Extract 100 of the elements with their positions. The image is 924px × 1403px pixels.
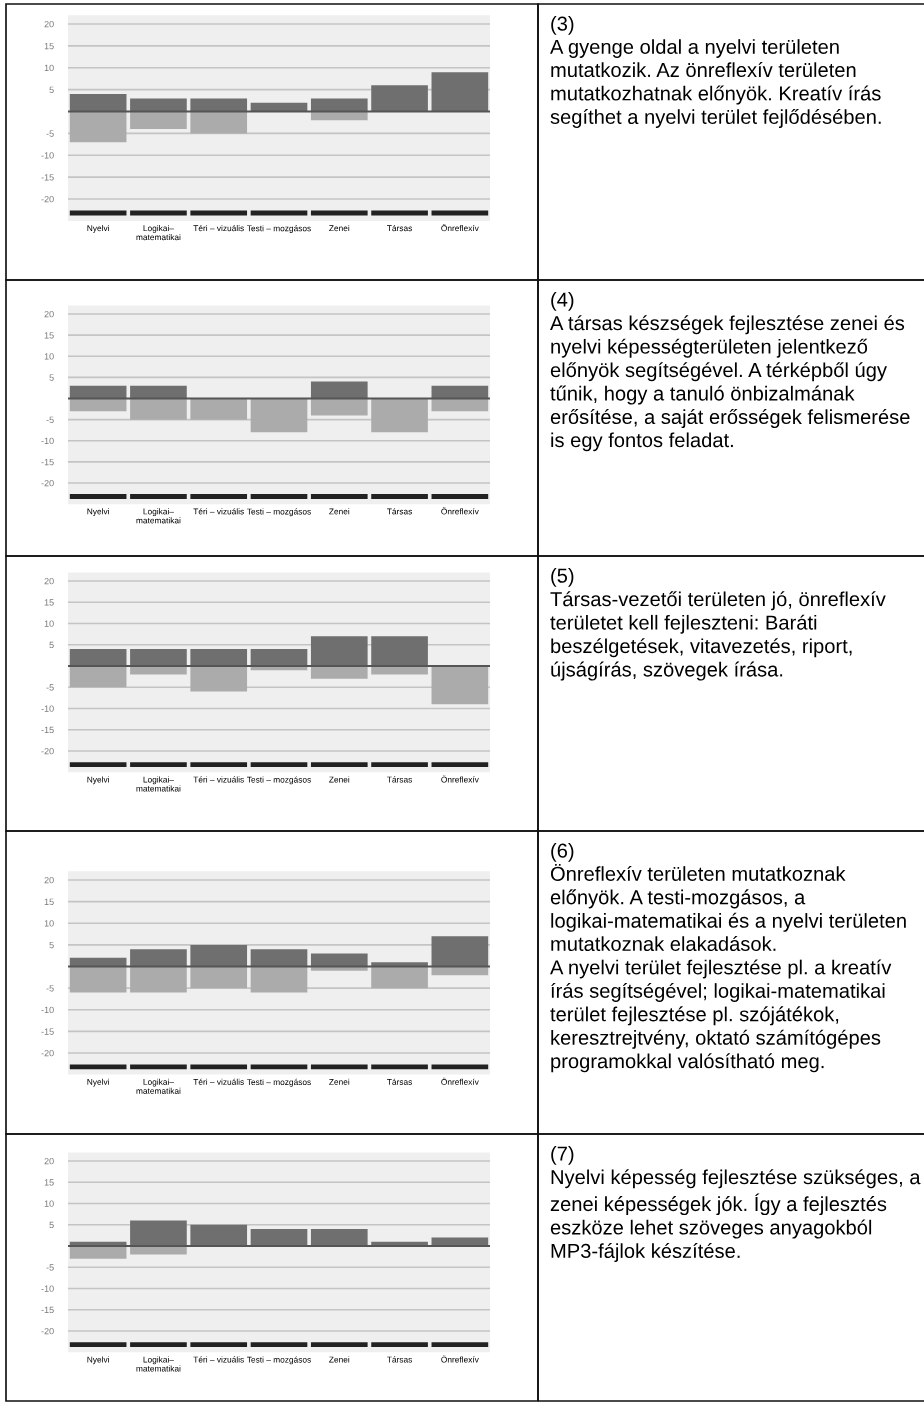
bar [190, 966, 248, 989]
y-tick-label: -5 [46, 985, 54, 992]
x-tick-label: Nyelvi [87, 776, 109, 785]
x-tick-label: Testi – mozgásos [247, 776, 311, 785]
bar [250, 966, 308, 993]
bar [250, 649, 308, 666]
text: A társas készségek fejlesztése zenei és nyelvi képességterületen jelentkező előnyök segítségével. A térképből úgy tűnik, hogy a tanuló önbizalmának erősítése, a saját erősségek felismerése is egy fontos feladat. [550, 315, 910, 452]
x-tick-label: Zenei [329, 225, 350, 232]
bar [190, 666, 248, 692]
y-tick-label: 15 [44, 1179, 54, 1186]
y-tick-label: -5 [46, 130, 54, 137]
text: (5) [551, 568, 574, 587]
x-tick-label: Társas [387, 1356, 413, 1363]
bar [250, 1229, 308, 1246]
y-tick-label: -20 [41, 1049, 54, 1057]
bar [69, 649, 127, 666]
bar [190, 1224, 248, 1246]
text: (4) [551, 292, 574, 311]
text: Önreflexív területen mutatkoznak előnyök. A testi-mozgásos, a logikai-matematikai és a nyelvi területen mutatkoznak elakadások. [550, 863, 906, 952]
bar [69, 1246, 127, 1259]
bar [69, 966, 127, 993]
y-tick-label: -10 [41, 1285, 54, 1292]
y-tick-label: 10 [44, 353, 54, 360]
bar [371, 85, 428, 112]
bar [371, 966, 428, 989]
y-tick-label: 5 [49, 1221, 54, 1229]
text: (6) [551, 843, 574, 862]
bar [69, 666, 127, 688]
text: A nyelvi terület fejlesztése pl. a kreatív írás segítségével; logikai-matematikai terület fejlesztése pl. szójátékok, keresztrejtvény, oktató számítógépes programokkal valósítható meg. [550, 959, 892, 1073]
y-tick-label: 20 [44, 1157, 54, 1165]
x-tick-label: Társas [387, 1078, 413, 1085]
x-tick-label: Önreflexív [441, 507, 479, 515]
y-tick-label: -5 [46, 684, 54, 691]
bar [130, 1220, 187, 1246]
x-tick-label: Téri – vizuális [193, 1078, 244, 1085]
y-tick-label: 15 [44, 898, 54, 905]
bar [250, 398, 308, 433]
x-tick-label: Társas [387, 508, 413, 515]
x-tick-label: Nyelvi [87, 1356, 109, 1365]
text: Nyelvi képesség fejlesztése szükséges, a zenei képességek jók. Így a fejlesztés eszköze lehet szöveges anyagokból MP3-fájlok készítése. [550, 1169, 921, 1263]
x-tick-label: Téri – vizuális [193, 776, 244, 783]
x-tick-label: Nyelvi [87, 225, 109, 233]
y-tick-label: 10 [44, 620, 54, 627]
bar [190, 649, 248, 666]
x-tick-label: Zenei [329, 508, 350, 515]
bar [371, 398, 428, 433]
y-tick-label: 5 [49, 86, 54, 93]
y-tick-label: -20 [41, 479, 54, 487]
x-tick-label: Logikai– matematikai [136, 1078, 181, 1094]
x-tick-label: Önreflexív [441, 1355, 479, 1363]
y-tick-label: 5 [49, 641, 54, 649]
x-tick-label: Társas [387, 776, 413, 783]
y-tick-label: 10 [44, 64, 54, 72]
bar [190, 398, 248, 420]
x-tick-label: Önreflexív [441, 775, 479, 783]
y-tick-label: -10 [41, 152, 54, 159]
x-tick-label: Társas [387, 224, 413, 232]
y-tick-label: 15 [44, 599, 54, 606]
y-tick-label: -20 [41, 1327, 54, 1335]
y-tick-label: 20 [44, 577, 54, 585]
x-tick-label: Zenei [329, 776, 350, 783]
x-tick-label: Logikai– matematikai [136, 508, 181, 524]
x-tick-label: Logikai– matematikai [136, 1356, 181, 1372]
bar [310, 1229, 368, 1246]
y-tick-label: -15 [41, 726, 54, 734]
bar [371, 636, 428, 666]
bar [190, 944, 248, 967]
x-tick-label: Logikai– matematikai [136, 776, 181, 792]
y-tick-label: 5 [49, 374, 54, 381]
y-tick-label: -20 [41, 747, 54, 755]
bar [130, 398, 187, 420]
y-tick-label: 5 [49, 941, 54, 949]
bar [431, 666, 489, 705]
y-tick-label: 15 [44, 332, 54, 339]
bar [130, 966, 187, 993]
y-tick-label: 20 [44, 20, 54, 28]
y-tick-label: 20 [44, 876, 54, 884]
y-tick-label: -10 [41, 437, 54, 445]
y-tick-label: 10 [44, 920, 54, 927]
y-tick-label: 20 [44, 310, 54, 318]
y-tick-label: -20 [41, 195, 54, 203]
x-tick-label: Téri – vizuális [193, 508, 244, 515]
bar [431, 936, 489, 967]
text: (3) [551, 16, 574, 35]
y-tick-label: 10 [44, 1200, 54, 1207]
x-tick-label: Zenei [329, 1356, 350, 1363]
bar [310, 666, 368, 679]
text: Társas-vezetői területen jó, önreflexív területet kell fejleszteni: Baráti beszélgetések, vitavezetés, riport, újságírás, szövegek írása. [550, 591, 886, 681]
bar [130, 649, 187, 666]
x-tick-label: Téri – vizuális [193, 224, 244, 232]
text: (7) [551, 1146, 574, 1165]
y-tick-label: -5 [46, 1264, 54, 1271]
y-tick-label: -15 [41, 458, 54, 466]
x-tick-label: Nyelvi [87, 508, 109, 517]
x-tick-label: Testi – mozgásos [247, 1078, 311, 1087]
bar [69, 111, 127, 143]
bar [190, 111, 248, 134]
x-tick-label: Önreflexív [441, 224, 479, 232]
y-tick-label: -15 [41, 174, 54, 181]
x-tick-label: Testi – mozgásos [247, 225, 311, 233]
